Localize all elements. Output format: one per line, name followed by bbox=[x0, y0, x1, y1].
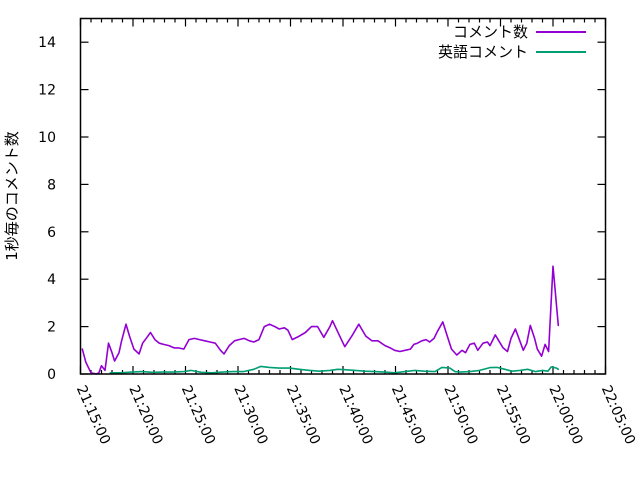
y-axis-labels: 0 2 4 6 8 10 12 14 bbox=[38, 35, 56, 383]
plot-series bbox=[81, 265, 560, 375]
y-tick-label: 6 bbox=[47, 225, 56, 241]
y-tick-label: 2 bbox=[47, 320, 56, 336]
legend-label-english-comments: 英語コメント bbox=[438, 43, 528, 61]
y-tick-label: 10 bbox=[38, 130, 56, 146]
y-tick-label: 12 bbox=[38, 83, 56, 99]
series-line-english-comments bbox=[109, 365, 560, 374]
y-tick-label: 8 bbox=[47, 177, 56, 193]
plot-border bbox=[79, 17, 607, 375]
y-tick-label: 4 bbox=[47, 272, 56, 288]
series-line-comments bbox=[81, 265, 560, 375]
legend-label-comments: コメント数 bbox=[453, 23, 528, 41]
y-tick-label: 14 bbox=[38, 35, 56, 51]
y-axis-title: 1秒毎のコメント数 bbox=[3, 131, 21, 261]
y-tick-label: 0 bbox=[47, 367, 56, 383]
